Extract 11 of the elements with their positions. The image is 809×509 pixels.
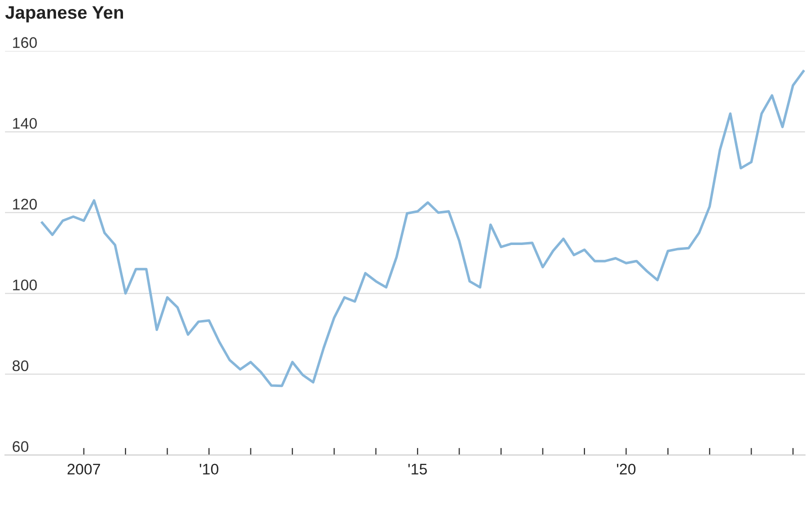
x-tick-label: '10	[200, 464, 218, 475]
x-tick-label: 2007	[68, 464, 100, 475]
chart-title: Japanese Yen	[5, 6, 124, 22]
y-tick-label: 140	[13, 118, 37, 129]
y-tick-label: 160	[13, 37, 37, 48]
y-tick-label: 120	[13, 198, 37, 210]
y-tick-label: 60	[12, 441, 28, 452]
x-tick-label: '20	[616, 464, 636, 475]
y-tick-label: 100	[13, 280, 37, 290]
y-tick-label: 80	[12, 360, 28, 372]
x-tick-label: '15	[408, 464, 427, 475]
